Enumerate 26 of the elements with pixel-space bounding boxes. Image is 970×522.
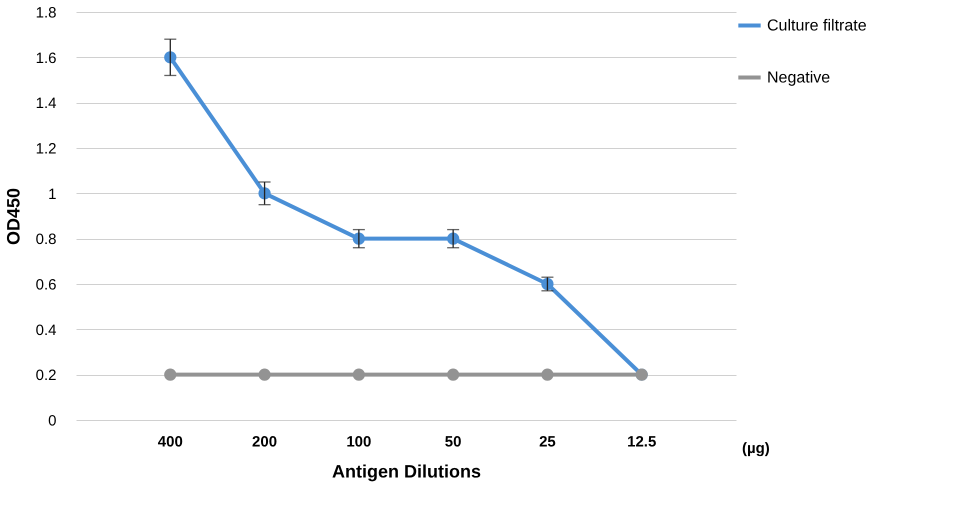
- x-tick-label: 200: [252, 434, 278, 450]
- point: [447, 368, 460, 381]
- x-tick-label: 25: [539, 434, 556, 450]
- y-tick-label: 0.6: [36, 276, 56, 294]
- x-tick-label: 100: [346, 434, 372, 450]
- point: [258, 368, 271, 381]
- legend-label: Culture filtrate: [767, 18, 867, 34]
- y-tick-label: 1: [48, 186, 56, 203]
- x-tick-label: 12.5: [627, 434, 656, 450]
- x-tick-label: 50: [444, 434, 462, 450]
- y-tick-label: 0.4: [36, 322, 56, 339]
- x-axis-title: Antigen Dilutions: [332, 462, 481, 482]
- y-tick-label: 1.8: [36, 4, 56, 22]
- y-tick-label: 1.6: [36, 50, 56, 67]
- point: [541, 368, 554, 381]
- y-tick-label: 1.4: [36, 95, 56, 112]
- y-axis-title: OD450: [4, 188, 24, 246]
- text: (µg): [742, 440, 770, 457]
- y-tick-label: 1.2: [36, 140, 56, 158]
- y-tick-label: 0: [48, 412, 56, 430]
- y-tick-label: 0.8: [36, 231, 56, 248]
- x-tick-label: 400: [158, 434, 183, 450]
- legend-label: Negative: [767, 70, 830, 86]
- point: [164, 368, 176, 381]
- y-tick-label: 0.2: [36, 367, 56, 384]
- point: [352, 368, 365, 381]
